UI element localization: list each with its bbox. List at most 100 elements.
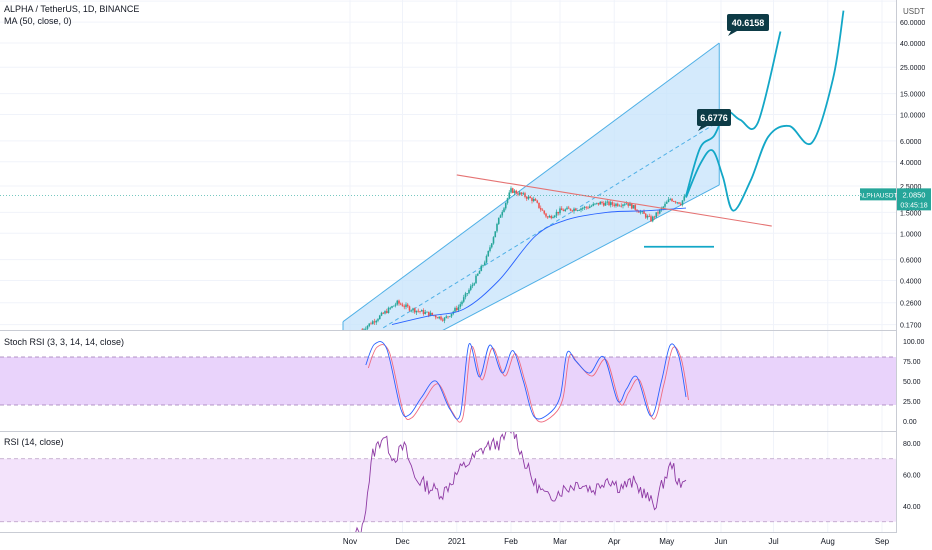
target-label-box-1[interactable] bbox=[697, 109, 731, 126]
candle-body bbox=[543, 210, 546, 214]
candle-body bbox=[574, 208, 577, 211]
price-tag-countdown: 03:45:18 bbox=[900, 202, 927, 209]
rsi-tick-label: 80.00 bbox=[903, 441, 921, 448]
candle-body bbox=[412, 308, 414, 311]
rsi-panel bbox=[0, 432, 896, 532]
candle-body bbox=[651, 216, 654, 222]
candle-body bbox=[545, 213, 547, 217]
candle-body bbox=[517, 193, 519, 195]
candle-body bbox=[602, 203, 605, 206]
price-tick-label: 60.0000 bbox=[900, 20, 925, 27]
price-axis-background bbox=[897, 0, 932, 550]
candle-body bbox=[590, 205, 593, 207]
ma50-line bbox=[391, 207, 687, 326]
candle-body bbox=[417, 310, 420, 312]
candle-body bbox=[639, 211, 642, 213]
candle-body bbox=[490, 243, 493, 248]
candle-body bbox=[538, 202, 540, 208]
price-axis[interactable]: 60.0000 40.0000 25.0000 15.0000 10.0000 6.000… bbox=[897, 0, 932, 550]
candle-body bbox=[445, 316, 448, 318]
candle-body bbox=[581, 208, 584, 209]
chart-drawings[interactable]: 40.6158 6.6776 bbox=[456, 10, 845, 248]
candle-body bbox=[464, 293, 467, 298]
price-tick-label: 25.0000 bbox=[900, 65, 925, 72]
channel-midline[interactable] bbox=[382, 121, 718, 329]
candle-body bbox=[653, 216, 656, 218]
stoch-tick-label: 100.00 bbox=[903, 339, 925, 346]
candle-body bbox=[483, 262, 486, 266]
candle-body bbox=[410, 310, 413, 312]
candle-body bbox=[522, 193, 525, 195]
candle-body bbox=[609, 202, 612, 206]
candle-body bbox=[559, 208, 561, 214]
candle-body bbox=[552, 217, 554, 219]
candle-body bbox=[636, 209, 638, 212]
price-tick-label: 2.5000 bbox=[900, 184, 922, 191]
candle-body bbox=[622, 204, 624, 206]
candle-body bbox=[513, 190, 516, 193]
rsi-legend[interactable]: RSI (14, close) bbox=[4, 437, 64, 447]
symbol-tag-box bbox=[860, 188, 896, 201]
candle-body bbox=[539, 207, 542, 210]
candle-body bbox=[615, 203, 617, 206]
price-tick-label: 0.4000 bbox=[900, 279, 922, 286]
symbol-legend[interactable]: ALPHA / TetherUS, 1D, BINANCE bbox=[4, 4, 140, 14]
candle-body bbox=[587, 207, 589, 209]
stoch-tick-label: 50.00 bbox=[903, 379, 921, 386]
candle-body bbox=[427, 311, 430, 316]
candle-body bbox=[392, 305, 395, 307]
candle-body bbox=[401, 304, 404, 307]
candle-body bbox=[457, 306, 460, 311]
target-label-pointer-1 bbox=[698, 126, 707, 131]
candle-body bbox=[492, 237, 495, 244]
candle-body bbox=[382, 312, 385, 314]
time-tick-label: May bbox=[659, 537, 674, 546]
price-tick-label: 40.0000 bbox=[900, 41, 925, 48]
time-tick-label: Jul bbox=[768, 537, 778, 546]
candle-body bbox=[476, 273, 479, 276]
time-axis[interactable]: Nov Dec 2021 Feb Mar Apr May Jun Jul Aug Sep bbox=[0, 533, 932, 550]
candle-body bbox=[599, 201, 602, 205]
stoch-k-line bbox=[365, 341, 687, 420]
candle-body bbox=[391, 306, 393, 308]
candle-body bbox=[399, 303, 402, 305]
candle-body bbox=[389, 307, 392, 309]
candle-body bbox=[618, 205, 621, 207]
candle-body bbox=[515, 190, 518, 194]
candlestick-series bbox=[361, 186, 687, 330]
price-tick-label: 10.0000 bbox=[900, 113, 925, 120]
candle-body bbox=[504, 202, 507, 209]
candle-body bbox=[510, 188, 512, 193]
candle-body bbox=[555, 211, 558, 216]
candle-body bbox=[576, 210, 579, 211]
stoch-tick-label: 25.00 bbox=[903, 399, 921, 406]
candle-body bbox=[506, 198, 509, 203]
candle-body bbox=[466, 293, 469, 294]
candle-body bbox=[625, 203, 628, 205]
candle-body bbox=[482, 265, 484, 266]
candle-body bbox=[511, 188, 514, 193]
candle-body bbox=[378, 315, 381, 320]
candle-body bbox=[660, 208, 663, 210]
channel-upper-line[interactable] bbox=[342, 42, 720, 323]
candle-body bbox=[469, 286, 472, 290]
resistance-trend-line[interactable] bbox=[456, 174, 772, 227]
candle-body bbox=[557, 211, 560, 214]
candle-body bbox=[454, 308, 456, 312]
target-label-box-0[interactable] bbox=[727, 14, 769, 31]
candle-body bbox=[394, 304, 397, 306]
projection-path-long[interactable] bbox=[685, 10, 845, 212]
candle-body bbox=[681, 200, 684, 205]
price-tick-label: 15.0000 bbox=[900, 92, 925, 99]
candle-body bbox=[413, 308, 416, 313]
candle-body bbox=[422, 310, 425, 314]
stoch-rsi-legend[interactable]: Stoch RSI (3, 3, 14, 14, close) bbox=[4, 337, 125, 347]
candle-body bbox=[441, 319, 444, 321]
candle-body bbox=[461, 301, 463, 305]
candle-body bbox=[497, 217, 500, 224]
candle-body bbox=[667, 199, 670, 203]
ma-legend[interactable]: MA (50, close, 0) bbox=[4, 16, 72, 26]
candle-body bbox=[548, 216, 551, 218]
candle-body bbox=[592, 203, 595, 206]
